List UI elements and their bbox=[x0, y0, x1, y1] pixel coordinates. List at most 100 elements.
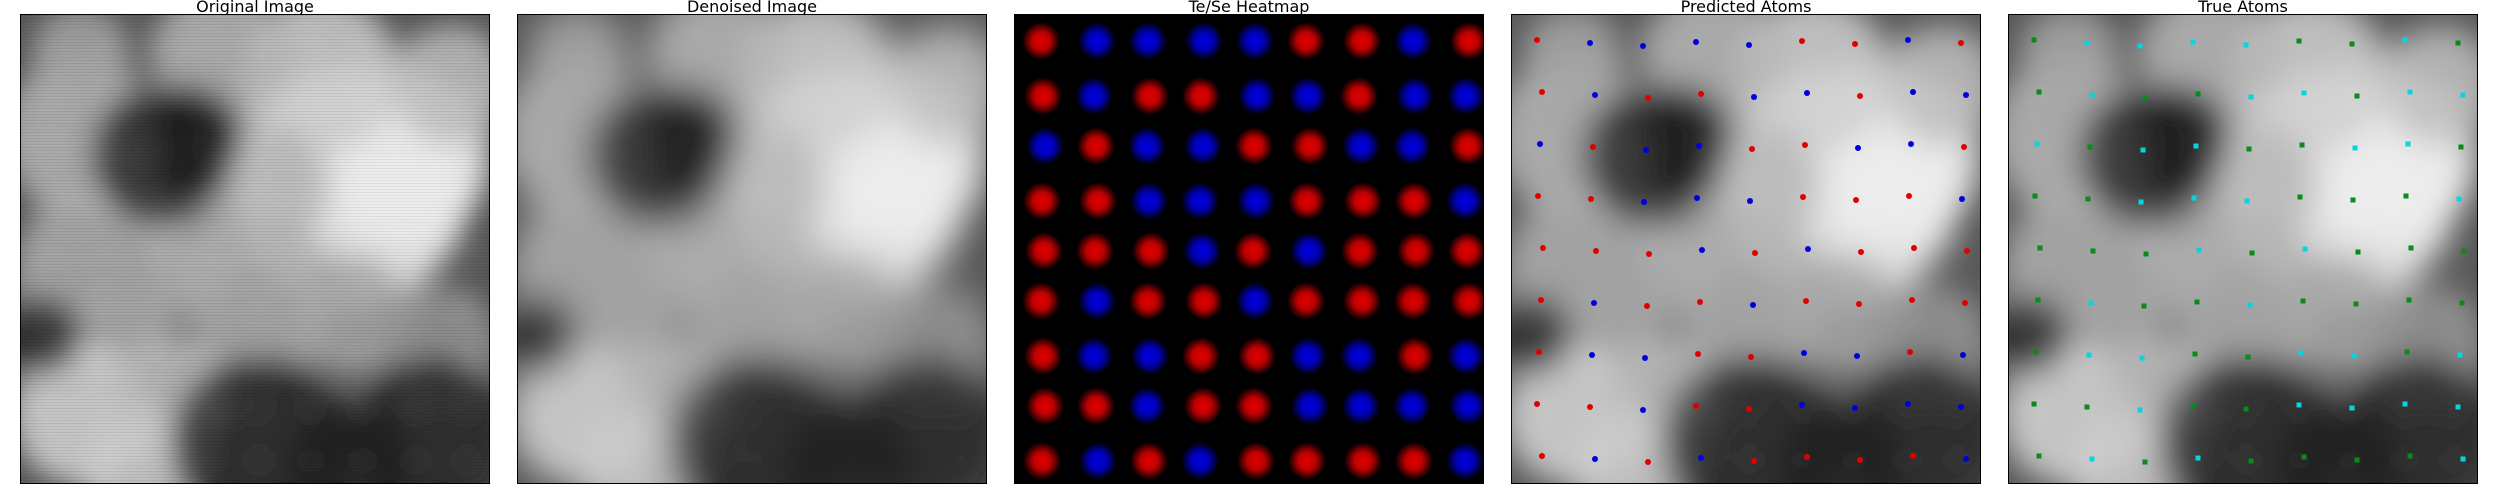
atom-marker bbox=[2085, 196, 2091, 202]
atom-marker bbox=[1539, 89, 1545, 95]
atom-marker bbox=[1590, 144, 1596, 150]
atom-marker bbox=[1698, 455, 1704, 461]
atom-marker bbox=[1693, 403, 1699, 409]
se-spot bbox=[1236, 22, 1274, 60]
atom-marker bbox=[2243, 406, 2249, 412]
se-spot bbox=[1075, 337, 1113, 375]
te-spot bbox=[1448, 232, 1483, 270]
predicted-atoms-image bbox=[1511, 14, 1981, 484]
atom-marker bbox=[2407, 89, 2413, 95]
atom-marker bbox=[2458, 144, 2464, 150]
te-spot bbox=[1395, 182, 1433, 220]
atom-marker bbox=[2248, 94, 2254, 100]
atom-marker bbox=[1693, 39, 1699, 45]
te-spot bbox=[1287, 22, 1325, 60]
se-spot bbox=[1291, 387, 1329, 425]
atom-marker bbox=[2354, 457, 2360, 463]
atom-marker bbox=[1802, 142, 1808, 148]
atom-marker bbox=[2195, 455, 2201, 461]
atom-marker bbox=[1857, 457, 1863, 463]
te-spot bbox=[1395, 442, 1433, 480]
atom-marker bbox=[1593, 248, 1599, 254]
atom-marker bbox=[1964, 248, 1970, 254]
se-spot bbox=[1394, 22, 1432, 60]
te-spot bbox=[1344, 442, 1382, 480]
atom-marker bbox=[2137, 407, 2143, 413]
te-spot bbox=[1288, 442, 1326, 480]
atom-marker bbox=[2084, 404, 2090, 410]
atom-marker bbox=[1856, 301, 1862, 307]
atom-marker bbox=[1752, 250, 1758, 256]
te-spot bbox=[1184, 387, 1222, 425]
atom-marker bbox=[1911, 245, 1917, 251]
atom-marker bbox=[2034, 141, 2040, 147]
atom-marker bbox=[2191, 195, 2197, 201]
atom-marker bbox=[2349, 41, 2355, 47]
atom-marker bbox=[1804, 454, 1810, 460]
te-spot bbox=[1340, 77, 1378, 115]
atom-marker bbox=[1799, 402, 1805, 408]
se-spot bbox=[1396, 77, 1434, 115]
atom-marker bbox=[2349, 405, 2355, 411]
te-spot bbox=[1129, 282, 1167, 320]
atom-marker bbox=[2196, 247, 2202, 253]
panel-title-predicted: Predicted Atoms bbox=[1680, 0, 1812, 14]
atom-marker bbox=[2084, 40, 2090, 46]
te-spot bbox=[1024, 337, 1062, 375]
atom-marker bbox=[1853, 197, 1859, 203]
se-spot bbox=[1340, 337, 1378, 375]
se-spot bbox=[1447, 77, 1483, 115]
atom-marker bbox=[2247, 302, 2253, 308]
se-spot bbox=[1131, 337, 1169, 375]
panel-predicted: Predicted Atoms bbox=[1511, 0, 1981, 500]
te-spot bbox=[1343, 22, 1381, 60]
te-spot bbox=[1076, 232, 1114, 270]
atom-marker bbox=[2460, 456, 2466, 462]
atom-marker bbox=[2459, 300, 2465, 306]
atom-marker bbox=[2297, 194, 2303, 200]
atom-marker bbox=[2354, 93, 2360, 99]
te-spot bbox=[1288, 182, 1326, 220]
se-spot bbox=[1238, 77, 1276, 115]
atom-marker bbox=[1749, 146, 1755, 152]
atom-marker bbox=[2298, 350, 2304, 356]
atom-marker bbox=[2089, 456, 2095, 462]
atom-marker bbox=[1857, 93, 1863, 99]
atom-marker bbox=[1643, 147, 1649, 153]
atom-marker bbox=[2037, 245, 2043, 251]
atom-marker bbox=[2461, 248, 2467, 254]
te-spot bbox=[1234, 232, 1272, 270]
atom-marker bbox=[2246, 146, 2252, 152]
atom-marker bbox=[2141, 303, 2147, 309]
te-spot bbox=[1024, 77, 1062, 115]
se-spot bbox=[1128, 127, 1166, 165]
denoised-image bbox=[517, 14, 987, 484]
atom-marker bbox=[2033, 349, 2039, 355]
atom-marker bbox=[1803, 298, 1809, 304]
te-spot bbox=[1450, 22, 1483, 60]
atom-marker bbox=[1699, 247, 1705, 253]
atom-marker bbox=[2036, 453, 2042, 459]
atom-marker bbox=[2036, 89, 2042, 95]
panel-title-original: Original Image bbox=[196, 0, 314, 14]
atom-marker bbox=[1695, 351, 1701, 357]
se-spot bbox=[1393, 127, 1431, 165]
atom-marker bbox=[2245, 354, 2251, 360]
heatmap-image bbox=[1014, 14, 1484, 484]
panel-title-true: True Atoms bbox=[2198, 0, 2288, 14]
atom-marker bbox=[1534, 401, 1540, 407]
te-spot bbox=[1396, 337, 1434, 375]
atom-marker bbox=[2352, 145, 2358, 151]
atom-marker bbox=[1959, 196, 1965, 202]
te-spot bbox=[1079, 182, 1117, 220]
atom-marker bbox=[2456, 196, 2462, 202]
atom-marker bbox=[2406, 297, 2412, 303]
atom-marker bbox=[2139, 355, 2145, 361]
atom-marker bbox=[1645, 459, 1651, 465]
atom-marker bbox=[1694, 195, 1700, 201]
atom-marker bbox=[2353, 301, 2359, 307]
te-spot bbox=[1235, 127, 1273, 165]
se-spot bbox=[1130, 182, 1168, 220]
se-spot bbox=[1289, 337, 1327, 375]
atom-marker bbox=[2138, 199, 2144, 205]
